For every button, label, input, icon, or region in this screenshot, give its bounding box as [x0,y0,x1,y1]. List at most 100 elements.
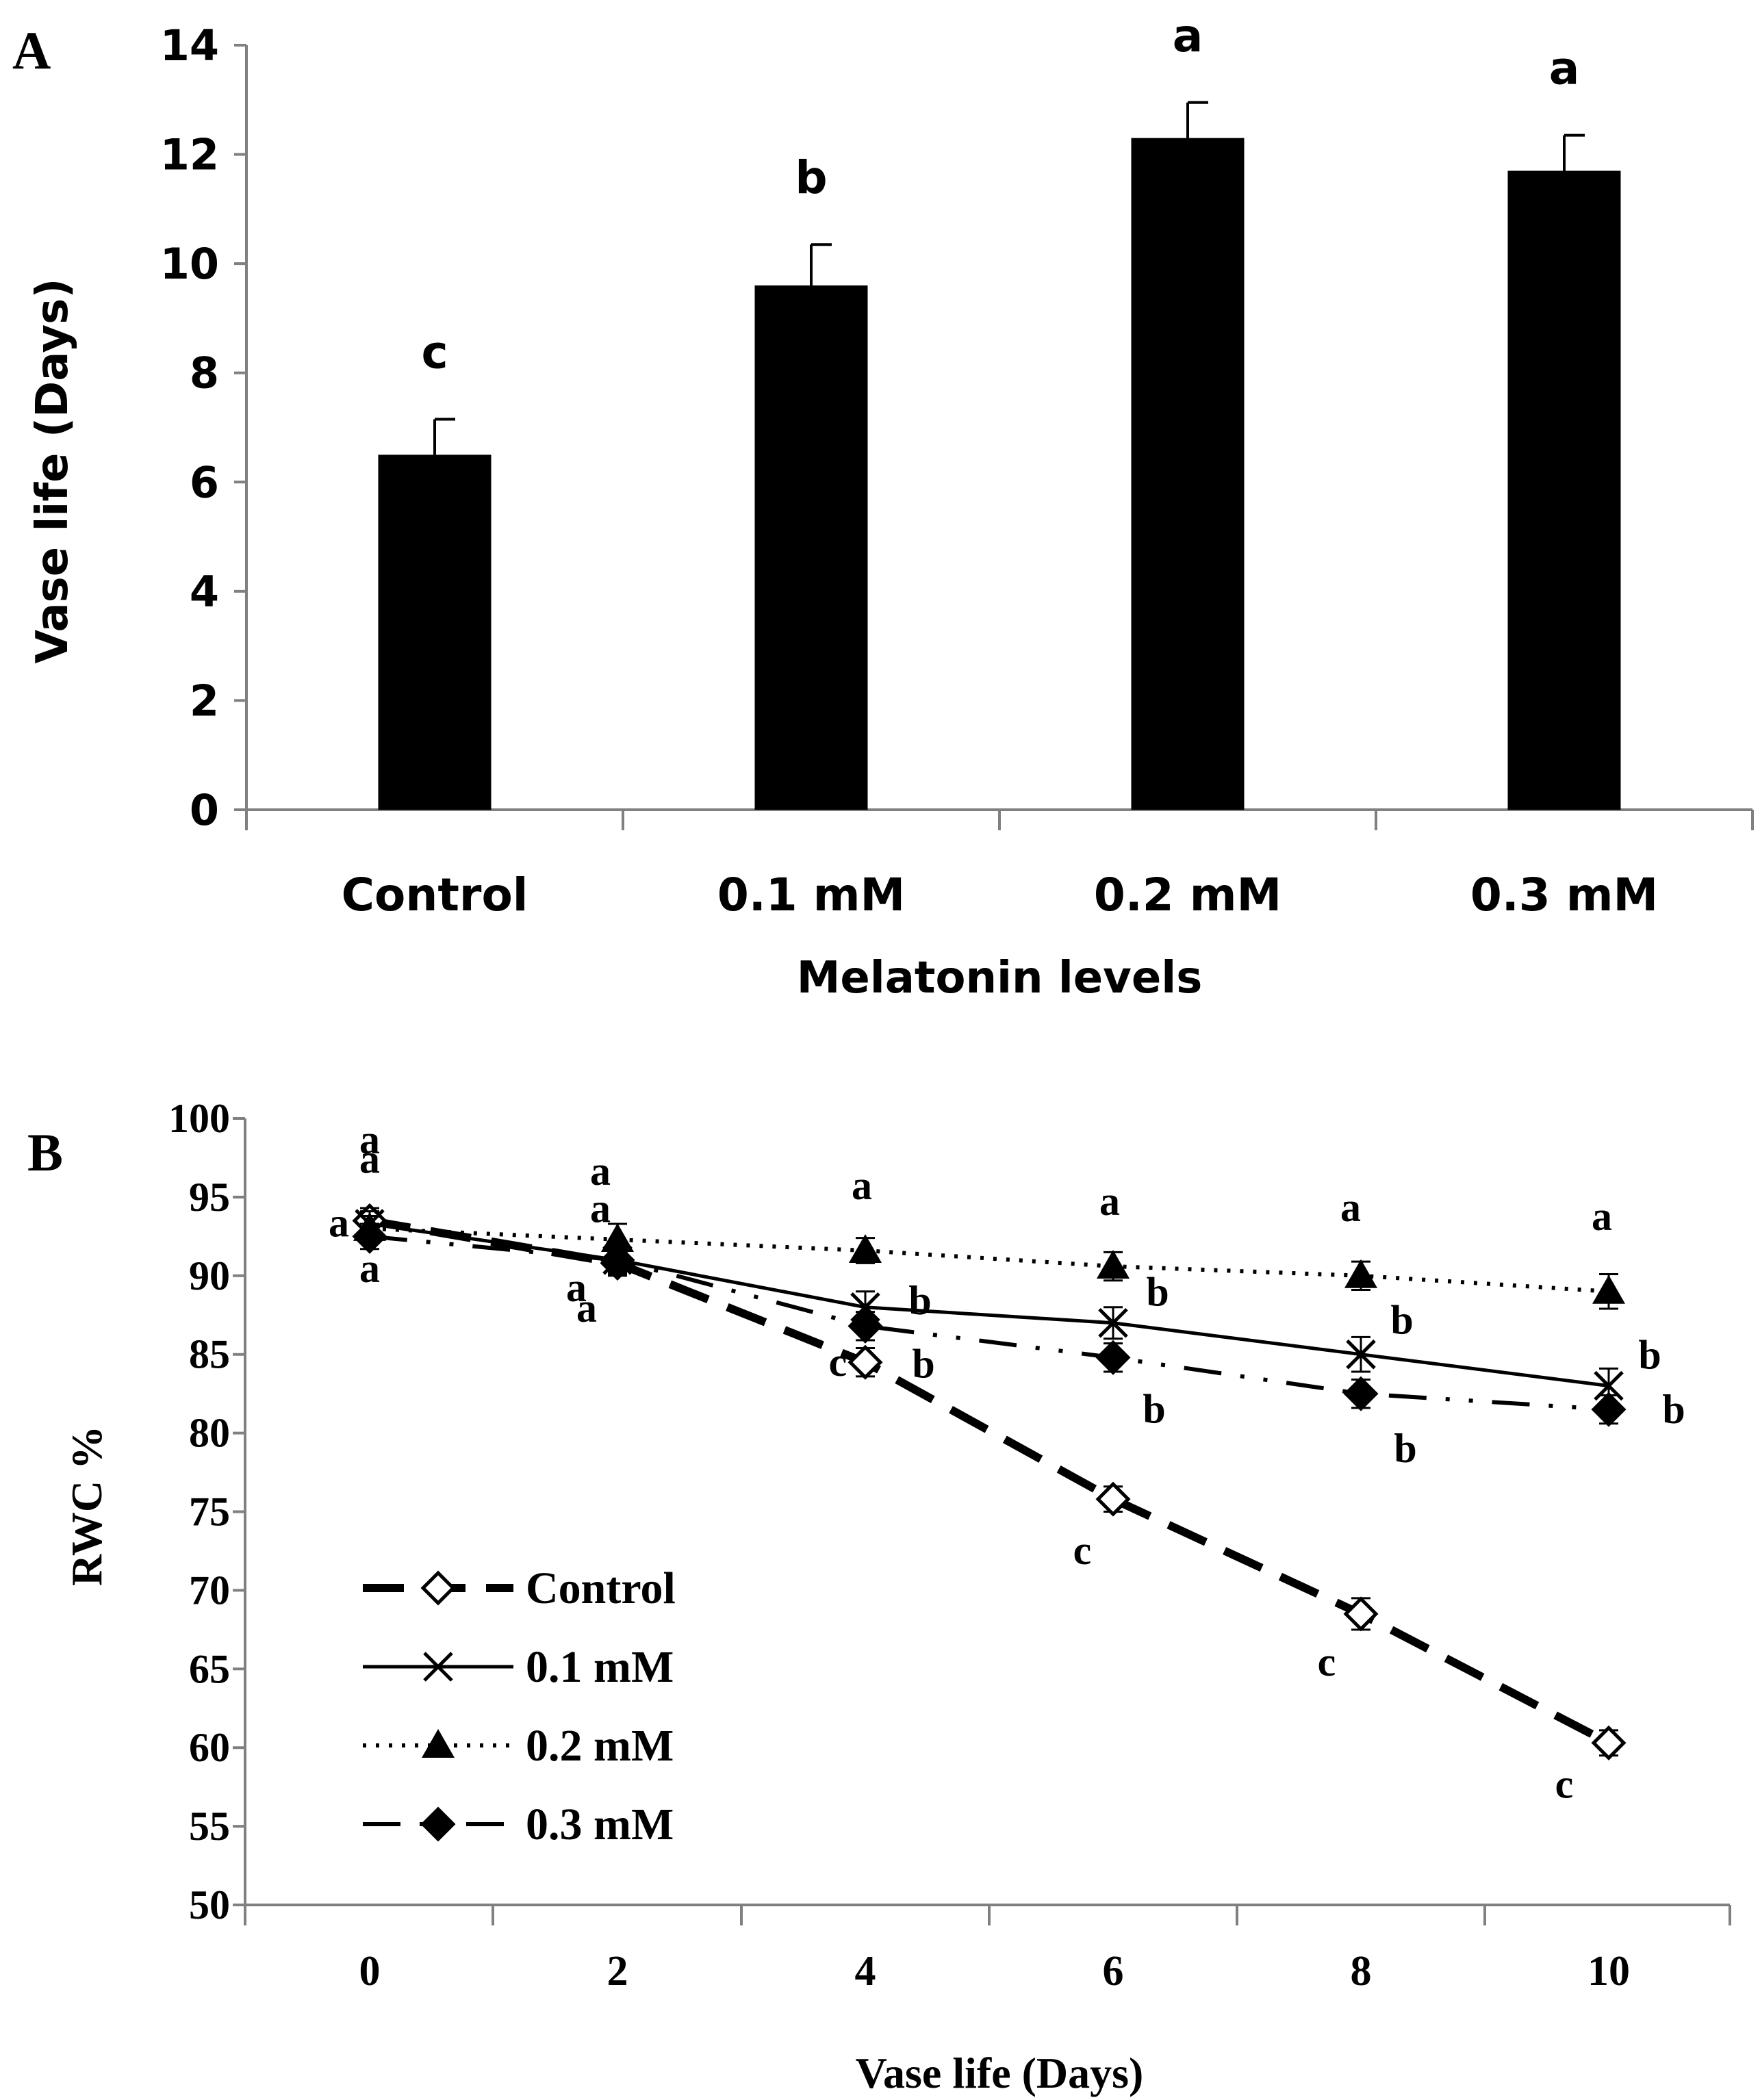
series-line [369,1226,1609,1294]
panel-b-y-tick-label: 90 [189,1253,230,1298]
significance-letter: b [1143,1386,1165,1431]
panel-a-y-tick-label: 10 [160,239,219,289]
legend-label: 0.1 mM [526,1642,674,1692]
panel-b-y-tick-label: 50 [189,1882,230,1928]
panel-a-y-tick-label: 12 [160,130,219,180]
significance-letter: a [1592,1194,1612,1239]
panel-b-legend: Control 0.1 mM 0.2 mM 0.3 mM [363,1563,676,1849]
significance-letter: b [1146,1270,1169,1315]
significance-letter: c [829,1340,847,1385]
legend-marker [420,1806,456,1842]
significance-letter: a [1549,42,1580,95]
panel-b-y-tick-label: 55 [189,1804,230,1849]
panel-b-x-tick-label: 2 [607,1948,628,1995]
significance-letter: a [329,1200,349,1245]
significance-letter: a [1173,10,1203,62]
panel-a-y-axis-title: Vase life (Days) [27,278,78,663]
significance-letter: b [1638,1333,1661,1378]
panel-label-a: A [12,21,51,80]
panel-a-x-tick-label: 0.1 mM [717,869,905,921]
panel-b-y-tick-label: 80 [189,1411,230,1456]
significance-letter: a [359,1136,380,1181]
bar-0.2-mm [1131,138,1245,810]
series-line [369,1234,1609,1412]
panel-b-y-tick-label: 75 [189,1489,230,1535]
legend-marker [420,1570,456,1606]
data-point [847,1308,883,1344]
data-point [850,1292,880,1322]
panel-b-x-tick-label: 6 [1103,1948,1124,1995]
panel-a-y-tick-label: 6 [190,457,219,507]
data-point [849,1234,882,1264]
significance-letter: b [908,1278,931,1323]
legend-label: 0.3 mM [526,1800,674,1849]
series-0.2-mm: aa a a a a [353,1117,1625,1310]
data-point [1591,1725,1627,1760]
significance-letter: a [1340,1185,1361,1230]
panel-a-y-tick-label: 2 [190,676,219,726]
legend-label: Control [526,1563,676,1613]
data-point [1343,1596,1379,1632]
significance-letter: a [566,1265,587,1310]
significance-letter: c [1555,1761,1574,1806]
data-point [1095,1340,1131,1375]
panel-b-y-tick-label: 70 [189,1567,230,1613]
data-point [601,1222,634,1252]
data-point [600,1242,635,1278]
significance-letter: b [1394,1426,1416,1471]
panel-b-y-tick-label: 100 [168,1096,230,1141]
significance-letter: a [576,1285,597,1331]
significance-letter: c [421,326,448,379]
data-point [1592,1275,1625,1304]
panel-b-x-tick-label: 10 [1587,1948,1630,1995]
significance-letter: a [590,1149,611,1194]
data-point [847,1344,883,1380]
panel-a-x-tick-label: 0.3 mM [1470,869,1658,921]
bar-0.3-mm [1507,170,1621,810]
legend-marker [423,1652,453,1682]
significance-letter: c [1318,1639,1336,1685]
panel-b-x-tick-label: 8 [1351,1948,1372,1995]
data-point [1591,1392,1627,1427]
panel-a-x-axis-title: Melatonin levels [797,953,1203,1003]
legend-marker [422,1729,455,1758]
panel-a-axes: 0 2 4 6 8 10 12 14 [160,21,1754,835]
significance-letter: b [1662,1387,1685,1432]
data-point [1343,1376,1379,1411]
panel-a-x-tick-label: Control [342,869,528,921]
panel-a: A 0 2 4 6 8 10 12 14 c Control b 0.1 mM a 0.2 mM a 0.3… [12,10,1754,1003]
data-point [1346,1339,1376,1370]
panel-b-y-tick-label: 60 [189,1725,230,1770]
panel-a-y-tick-label: 14 [160,21,219,71]
significance-letter: b [912,1341,934,1386]
panel-b-y-tick-label: 65 [189,1646,230,1691]
significance-letter: a [590,1186,611,1231]
panel-a-x-tick-label: 0.2 mM [1094,869,1281,921]
series-line [369,1222,1609,1388]
data-point [1097,1250,1130,1279]
significance-letter: a [852,1163,872,1208]
significance-letter: b [1390,1298,1413,1343]
panel-label-b: B [27,1123,63,1182]
panel-b-x-tick-label: 0 [359,1948,381,1995]
panel-a-y-tick-label: 4 [190,567,219,617]
series-0.1-mm: a a b bbb [355,1209,1661,1405]
bar-0.1-mm [754,285,868,810]
panel-b-axes: 50 55 60 65 70 75 80 85 90 95 100 0 2 4 6 8 10 [168,1096,1731,1995]
panel-a-y-tick-label: 8 [190,348,219,398]
panel-b-x-axis-title: Vase life (Days) [856,2049,1144,2097]
data-point [1344,1259,1377,1288]
significance-letter: a [359,1117,380,1162]
data-point [1098,1307,1128,1338]
data-point [352,1218,387,1254]
significance-letter: b [795,151,827,204]
data-point [1095,1481,1131,1517]
bar-control [378,454,492,810]
panel-b-y-tick-label: 85 [189,1332,230,1377]
panel-a-bars: c Control b 0.1 mM a 0.2 mM a 0.3 mM [342,10,1659,921]
